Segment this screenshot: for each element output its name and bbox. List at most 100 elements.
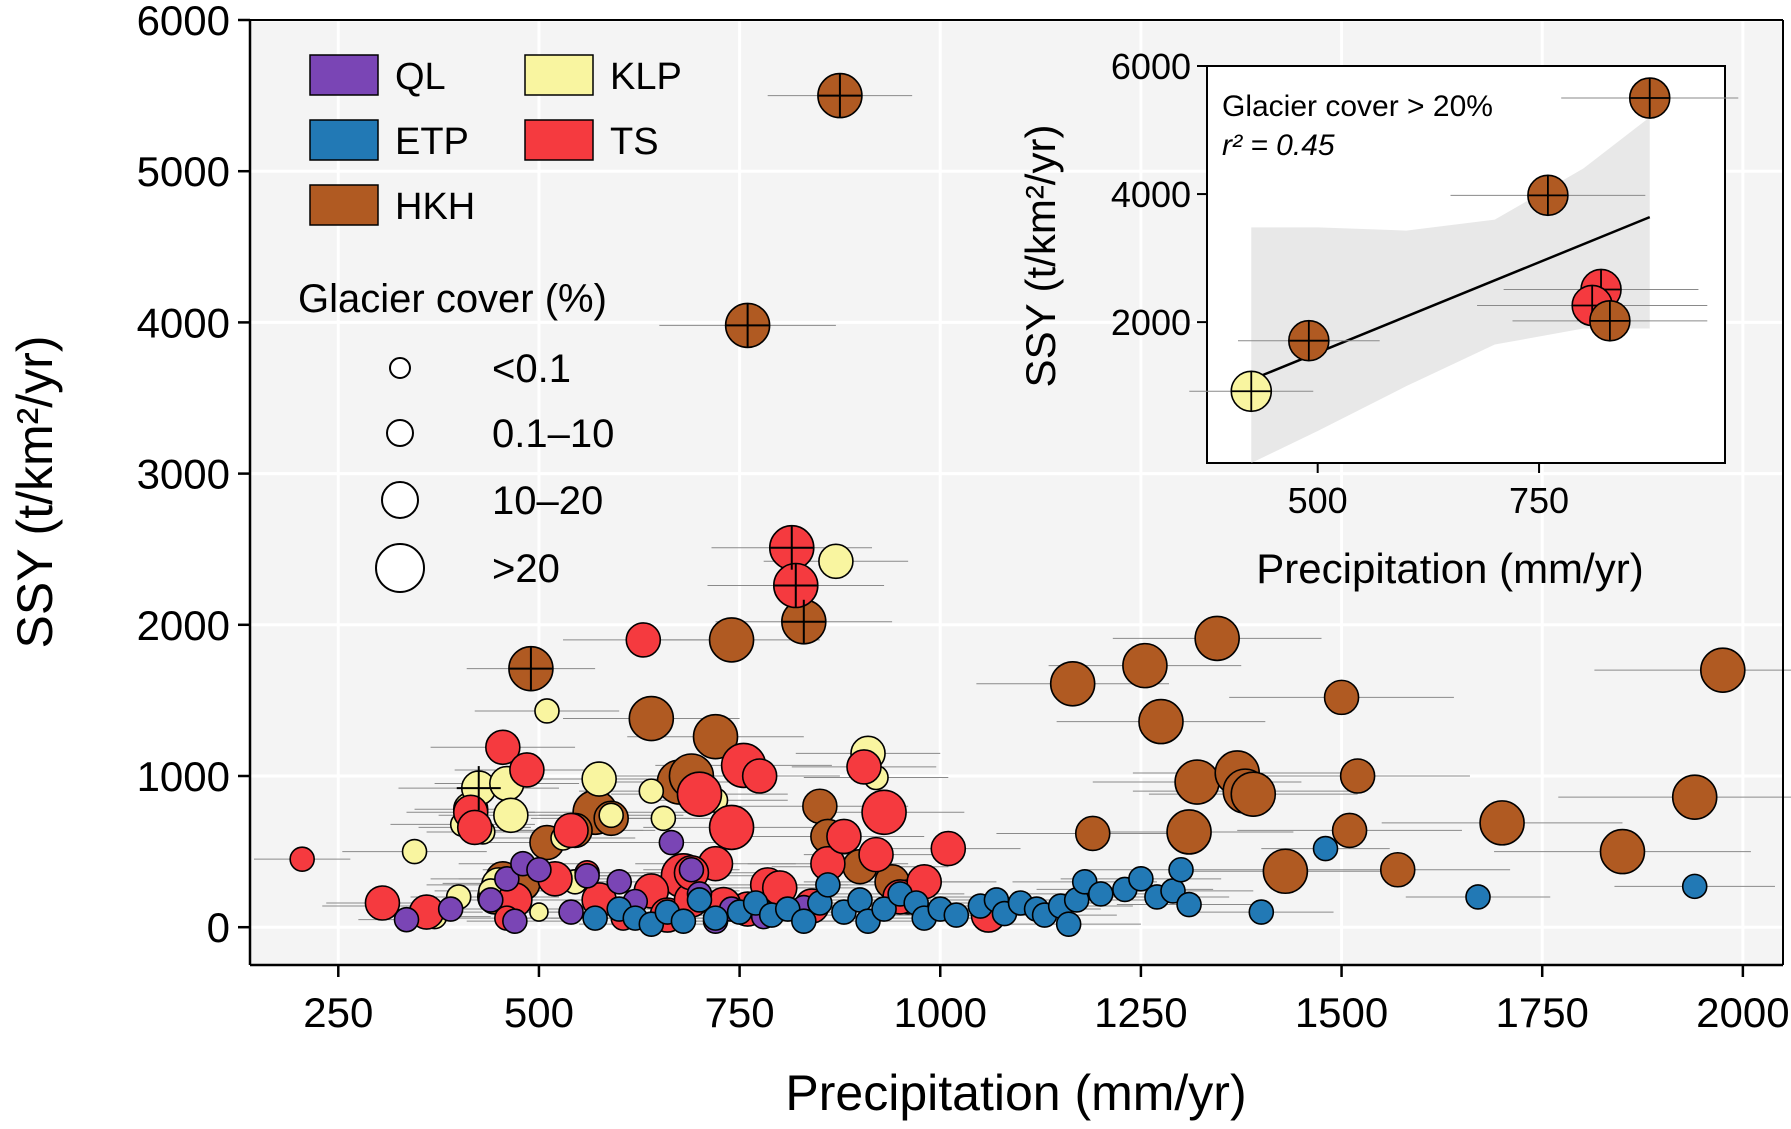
data-point-klp xyxy=(493,797,529,834)
data-point-hkh xyxy=(1331,812,1368,849)
legend-swatch-klp xyxy=(524,54,594,96)
data-point-hkh xyxy=(1262,848,1309,895)
data-point-ts xyxy=(826,818,862,855)
legend-swatch-ql xyxy=(309,54,379,96)
data-point-klp xyxy=(638,778,665,804)
data-point-ts xyxy=(456,809,493,846)
data-point-ql xyxy=(574,862,600,889)
data-point-ts xyxy=(509,752,545,788)
x-tick-label: 1000 xyxy=(894,989,987,1036)
data-point-etp xyxy=(702,905,729,931)
data-point-hkh xyxy=(1166,809,1212,855)
data-point-klp xyxy=(818,543,854,580)
data-point-etp xyxy=(1312,835,1339,862)
data-point-hkh xyxy=(1599,828,1646,875)
legend-label-klp: KLP xyxy=(610,56,682,98)
data-point-etp xyxy=(1176,891,1202,918)
legend-swatch-hkh xyxy=(309,184,379,226)
data-point-ts xyxy=(930,830,967,867)
data-point-ql xyxy=(477,887,504,913)
data-point-ql xyxy=(558,899,584,925)
inset-y-tick-label: 2000 xyxy=(1111,302,1191,343)
data-point-etp xyxy=(686,887,713,913)
data-point-hkh xyxy=(1379,851,1416,888)
data-point-ql xyxy=(526,856,552,883)
inset-title: Glacier cover > 20% xyxy=(1222,90,1493,123)
data-points xyxy=(254,72,1791,937)
data-point-hkh xyxy=(1138,698,1184,745)
data-point-ql xyxy=(502,908,528,934)
data-point-hkh xyxy=(692,713,739,760)
data-point-etp xyxy=(1055,911,1082,937)
legend-label-ql: QL xyxy=(395,56,446,98)
size-legend-marker-4 xyxy=(375,543,425,593)
data-point-klp xyxy=(529,902,549,922)
legend-label-ts: TS xyxy=(610,121,659,163)
x-axis-label: Precipitation (mm/yr) xyxy=(785,1065,1246,1121)
data-point-ts xyxy=(846,749,882,785)
x-tick-label: 1750 xyxy=(1495,989,1588,1036)
data-point-ql xyxy=(658,829,685,856)
legend-label-etp: ETP xyxy=(395,121,469,163)
x-tick-label: 1500 xyxy=(1295,989,1388,1036)
size-legend-label-4: >20 xyxy=(492,547,560,591)
y-tick-label: 1000 xyxy=(137,753,230,800)
y-axis-label: SSY (t/km²/yr) xyxy=(7,336,63,649)
size-legend: Glacier cover (%) <0.1 0.1–10 10–20 >20 xyxy=(298,277,614,593)
data-point-etp xyxy=(1168,856,1194,883)
size-legend-label-1: <0.1 xyxy=(492,347,571,391)
data-point-ts xyxy=(861,789,907,836)
data-point-hkh xyxy=(1339,758,1376,794)
size-legend-marker-1 xyxy=(389,357,411,379)
data-point-etp xyxy=(1465,884,1491,910)
data-point-hkh xyxy=(1230,771,1277,817)
data-point-etp xyxy=(791,908,817,934)
data-point-ts xyxy=(553,812,589,849)
inset-y-tick-labels: 2000 4000 6000 xyxy=(1111,46,1207,343)
data-point-hkh xyxy=(1174,759,1220,805)
data-point-etp xyxy=(1128,866,1154,892)
inset-y-tick-label: 6000 xyxy=(1111,46,1191,87)
data-point-ql xyxy=(437,896,464,922)
data-point-etp xyxy=(1681,873,1708,900)
data-point-klp xyxy=(401,838,428,865)
inset-y-axis-label: SSY (t/km²/yr) xyxy=(1017,125,1064,388)
inset-x-axis-label: Precipitation (mm/yr) xyxy=(1256,545,1643,592)
data-point-ts xyxy=(364,885,401,921)
size-legend-title: Glacier cover (%) xyxy=(298,277,607,321)
data-point-ts xyxy=(485,729,521,766)
data-point-ql xyxy=(678,856,705,883)
data-point-klp xyxy=(581,761,617,797)
y-tick-label: 2000 xyxy=(137,602,230,649)
inset-annotation: r² = 0.45 xyxy=(1222,129,1335,162)
legend-label-hkh: HKH xyxy=(395,186,475,228)
data-point-ts xyxy=(741,758,778,794)
legend-swatch-etp xyxy=(309,119,379,161)
inset-y-tick-label: 4000 xyxy=(1111,174,1191,215)
data-point-etp xyxy=(871,896,897,922)
data-point-hkh xyxy=(708,617,755,663)
data-point-hkh xyxy=(802,788,838,825)
data-point-etp xyxy=(1248,899,1275,925)
inset-x-tick-label: 500 xyxy=(1288,480,1348,521)
region-legend: QL KLP ETP TS HKH xyxy=(309,54,682,228)
y-tick-label: 0 xyxy=(207,904,230,951)
data-point-klp xyxy=(598,802,624,829)
data-point-ts xyxy=(676,771,723,817)
x-tick-labels: 250 500 750 1000 1250 1500 1750 2000 xyxy=(303,965,1790,1036)
data-point-klp xyxy=(534,698,560,724)
size-legend-label-3: 10–20 xyxy=(492,479,603,523)
data-point-ql xyxy=(606,869,633,895)
data-point-etp xyxy=(815,872,841,898)
data-point-hkh xyxy=(1479,800,1525,846)
size-legend-marker-3 xyxy=(381,481,419,519)
data-point-hkh xyxy=(1122,642,1168,689)
size-legend-marker-2 xyxy=(386,419,414,447)
data-point-klp xyxy=(650,805,677,832)
y-tick-labels: 0 1000 2000 3000 4000 5000 6000 xyxy=(137,0,250,951)
x-tick-label: 1250 xyxy=(1094,989,1187,1036)
data-point-etp xyxy=(943,902,970,928)
y-tick-label: 3000 xyxy=(137,451,230,498)
axes xyxy=(248,19,1784,967)
